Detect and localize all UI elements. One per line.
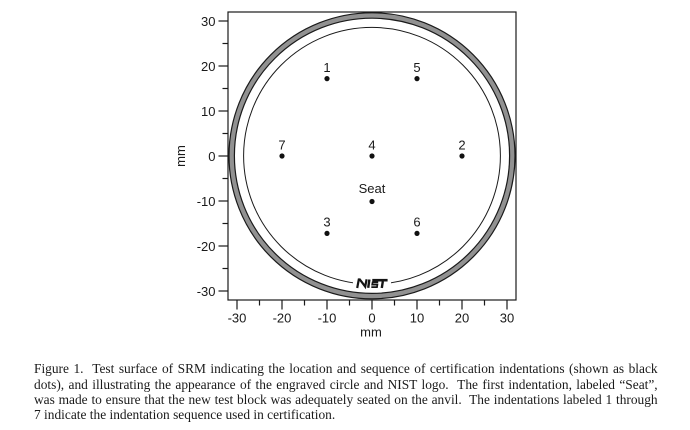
svg-text:-30: -30 (228, 311, 247, 326)
svg-text:3: 3 (323, 215, 330, 230)
svg-text:10: 10 (201, 104, 215, 119)
svg-text:-30: -30 (197, 284, 216, 299)
svg-text:20: 20 (455, 311, 469, 326)
svg-text:0: 0 (368, 311, 375, 326)
svg-text:2: 2 (458, 137, 465, 152)
svg-text:5: 5 (413, 60, 420, 75)
svg-text:0: 0 (208, 149, 215, 164)
svg-text:6: 6 (413, 215, 420, 230)
svg-text:30: 30 (201, 14, 215, 29)
svg-text:4: 4 (368, 137, 375, 152)
svg-text:7: 7 (278, 137, 285, 152)
svg-text:1: 1 (323, 60, 330, 75)
svg-text:-20: -20 (273, 311, 292, 326)
svg-text:Seat: Seat (359, 181, 386, 196)
svg-text:mm: mm (360, 325, 382, 340)
svg-text:-10: -10 (197, 194, 216, 209)
svg-text:30: 30 (500, 311, 514, 326)
svg-text:10: 10 (410, 311, 424, 326)
svg-text:mm: mm (173, 145, 188, 167)
svg-text:-20: -20 (197, 239, 216, 254)
svg-text:20: 20 (201, 59, 215, 74)
svg-text:-10: -10 (318, 311, 337, 326)
